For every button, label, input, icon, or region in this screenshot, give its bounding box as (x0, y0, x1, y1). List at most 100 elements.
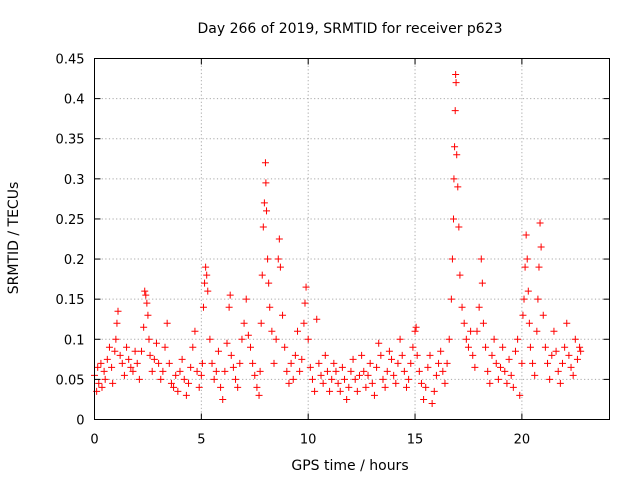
data-point (373, 363, 381, 371)
data-point (244, 331, 252, 339)
data-point (240, 319, 248, 327)
y-tick-label: 0.35 (56, 133, 85, 148)
data-point (219, 395, 227, 403)
data-point (199, 303, 207, 311)
data-point (516, 391, 524, 399)
data-point (141, 287, 149, 295)
data-point (129, 367, 137, 375)
data-point (571, 335, 579, 343)
data-point (409, 343, 417, 351)
data-point (157, 375, 165, 383)
data-point (405, 375, 413, 383)
data-point (567, 363, 575, 371)
data-point (148, 367, 156, 375)
y-tick-label: 0.15 (56, 293, 85, 308)
data-point (353, 387, 361, 395)
data-point (417, 379, 425, 387)
data-point (556, 379, 564, 387)
data-point (537, 243, 545, 251)
data-point (524, 287, 532, 295)
data-point (509, 383, 517, 391)
data-point (95, 379, 103, 387)
data-point (413, 351, 421, 359)
data-point (392, 379, 400, 387)
data-point (120, 371, 128, 379)
data-point (422, 383, 430, 391)
data-point (311, 387, 319, 395)
data-point (301, 299, 309, 307)
data-point (145, 335, 153, 343)
data-point (518, 359, 526, 367)
data-point (263, 207, 271, 215)
data-point (187, 363, 195, 371)
data-point (370, 391, 378, 399)
data-point (257, 319, 265, 327)
data-point (289, 375, 297, 383)
data-point (201, 279, 209, 287)
data-point (131, 347, 139, 355)
data-point (447, 295, 455, 303)
data-point (152, 339, 160, 347)
data-point (127, 363, 135, 371)
data-point (142, 291, 150, 299)
data-point (450, 215, 458, 223)
data-point (112, 335, 120, 343)
data-point (210, 375, 218, 383)
data-point (202, 263, 210, 271)
data-point (377, 351, 385, 359)
data-point (264, 255, 272, 263)
data-point (415, 367, 423, 375)
axis-ticks (94, 58, 610, 420)
data-point (268, 327, 276, 335)
data-point (563, 319, 571, 327)
data-point (276, 263, 284, 271)
data-point (146, 351, 154, 359)
data-point (394, 359, 402, 367)
data-point (135, 375, 143, 383)
data-point (161, 343, 169, 351)
data-point (548, 351, 556, 359)
data-point (460, 319, 468, 327)
data-point (426, 351, 434, 359)
data-point (174, 387, 182, 395)
data-point (265, 279, 273, 287)
data-point (212, 367, 220, 375)
data-point (519, 311, 527, 319)
data-point (458, 303, 466, 311)
data-point (529, 359, 537, 367)
data-point (208, 359, 216, 367)
data-point (475, 303, 483, 311)
data-point (501, 367, 509, 375)
data-point (260, 199, 268, 207)
data-point (304, 335, 312, 343)
data-point (455, 223, 463, 231)
data-point (283, 367, 291, 375)
data-point (159, 367, 167, 375)
data-point (275, 235, 283, 243)
data-point (385, 347, 393, 355)
data-point (347, 367, 355, 375)
data-point (424, 363, 432, 371)
data-point (521, 263, 529, 271)
data-point (478, 279, 486, 287)
data-point (176, 367, 184, 375)
data-point (473, 327, 481, 335)
data-point (291, 351, 299, 359)
data-point (454, 183, 462, 191)
data-point (531, 371, 539, 379)
data-point (143, 299, 151, 307)
data-point (453, 151, 461, 159)
data-point (366, 359, 374, 367)
data-point (167, 379, 175, 387)
data-point (251, 371, 259, 379)
data-point (191, 327, 199, 335)
data-point (396, 335, 404, 343)
data-point (163, 319, 171, 327)
data-point (225, 303, 233, 311)
data-point (125, 355, 133, 363)
data-point (294, 327, 302, 335)
data-point (227, 351, 235, 359)
data-point (172, 371, 180, 379)
x-axis-label: GPS time / hours (291, 458, 408, 474)
data-point (448, 255, 456, 263)
